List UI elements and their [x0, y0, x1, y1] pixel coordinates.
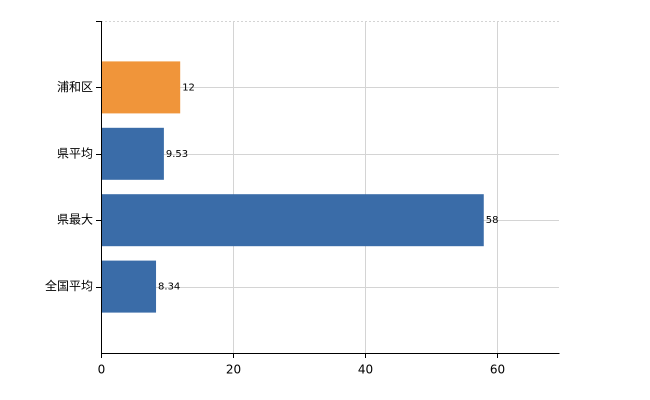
value-label: 9.53: [166, 149, 188, 160]
x-tick-label: 20: [226, 363, 241, 377]
y-tick-label: 全国平均: [45, 278, 93, 293]
x-tick-label: 40: [358, 363, 373, 377]
value-label: 58: [486, 215, 499, 226]
value-label: 8.34: [158, 282, 180, 293]
y-tick-label: 県平均: [57, 146, 93, 160]
bar: [101, 260, 157, 313]
value-label: 12: [182, 82, 195, 93]
x-tick-label: 0: [98, 363, 106, 377]
bar: [101, 127, 164, 180]
x-tick-label: 60: [490, 363, 505, 377]
bar: [101, 61, 181, 114]
y-tick-label: 浦和区: [57, 80, 93, 94]
bar: [101, 194, 484, 247]
y-tick-label: 県最大: [57, 213, 93, 227]
